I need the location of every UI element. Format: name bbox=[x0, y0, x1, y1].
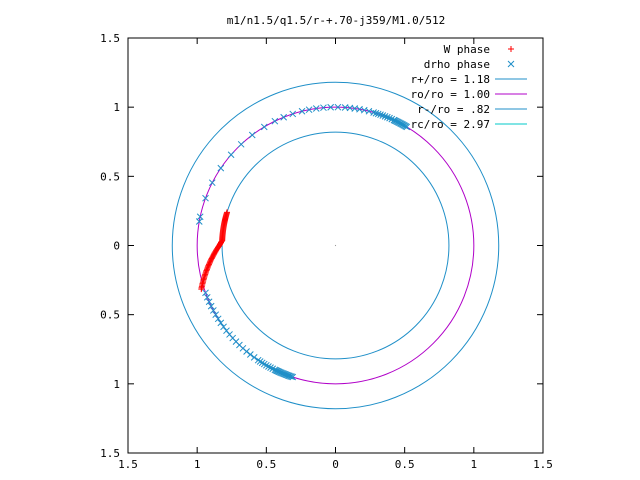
drho-phase-point bbox=[196, 213, 204, 221]
drho-phase-point bbox=[223, 327, 230, 335]
legend-label: W phase bbox=[444, 43, 490, 56]
origin-dot bbox=[334, 244, 337, 247]
drho-phase-point bbox=[207, 302, 215, 310]
drho-phase-point bbox=[214, 315, 222, 323]
drho-phase-point bbox=[227, 151, 235, 159]
drho-phase-point bbox=[202, 289, 209, 297]
drho-phase-point bbox=[205, 298, 213, 306]
legend-label: rc/ro = 2.97 bbox=[411, 118, 490, 131]
drho-phase-point bbox=[383, 113, 391, 121]
y-tick-label: 1.5 bbox=[100, 32, 120, 45]
legend-label: r+/ro = 1.18 bbox=[411, 73, 490, 86]
drho-phase-point bbox=[287, 372, 294, 380]
drho-phase-point bbox=[210, 307, 217, 314]
legend-label: r-/ro = .82 bbox=[417, 103, 490, 116]
legend-entry: ro/ro = 1.00 bbox=[411, 88, 527, 101]
x-tick-label: 1.5 bbox=[118, 458, 138, 471]
drho-phase-point bbox=[327, 103, 335, 111]
drho-phase-point bbox=[220, 323, 227, 331]
drho-phase-point bbox=[237, 140, 245, 148]
drho-phase-point bbox=[246, 351, 254, 358]
w-phase-point bbox=[224, 209, 231, 216]
drho-phase-point bbox=[250, 354, 258, 361]
legend-entry: W phase bbox=[444, 43, 514, 56]
drho-phase-point bbox=[305, 106, 313, 114]
drho-phase-point bbox=[217, 164, 225, 172]
reference-circle bbox=[171, 81, 500, 410]
drho-phase-point bbox=[298, 107, 306, 115]
drho-phase-point bbox=[288, 373, 295, 381]
y-tick-label: 1.5 bbox=[100, 447, 120, 460]
drho-phase-point bbox=[208, 179, 216, 187]
drho-phase-point bbox=[280, 113, 288, 121]
drho-phase-point bbox=[243, 348, 250, 355]
x-tick-label: 0.5 bbox=[395, 458, 415, 471]
y-tick-label: 0.5 bbox=[100, 170, 120, 183]
drho-phase-point bbox=[289, 373, 297, 381]
drho-phase-point bbox=[312, 105, 320, 112]
drho-phase-point bbox=[403, 123, 411, 131]
x-tick-label: 1 bbox=[194, 458, 201, 471]
drho-phase-point bbox=[320, 104, 327, 112]
x-tick-label: 0 bbox=[332, 458, 339, 471]
legend-entry: r+/ro = 1.18 bbox=[411, 73, 527, 86]
legend-entry: r-/ro = .82 bbox=[417, 103, 527, 116]
legend-label: drho phase bbox=[424, 58, 490, 71]
legend-entry: rc/ro = 2.97 bbox=[411, 118, 527, 131]
drho-phase-point bbox=[212, 311, 220, 319]
x-tick-label: 1 bbox=[471, 458, 478, 471]
drho-phase-point bbox=[377, 111, 384, 119]
y-tick-label: 1 bbox=[113, 378, 120, 391]
x-tick-label: 0.5 bbox=[256, 458, 276, 471]
drho-phase-point bbox=[269, 365, 277, 373]
drho-phase-point bbox=[379, 112, 387, 119]
drho-phase-point bbox=[381, 113, 389, 120]
chart-title: m1/n1.5/q1.5/r-+.70-j359/M1.0/512 bbox=[227, 14, 446, 27]
drho-phase-point bbox=[372, 109, 380, 117]
y-tick-label: 0 bbox=[113, 240, 120, 253]
legend-entry: drho phase bbox=[424, 58, 515, 71]
drho-phase-point bbox=[386, 114, 393, 122]
drho-phase-point bbox=[217, 319, 225, 327]
drho-phase-point bbox=[265, 363, 272, 370]
drho-phase-point bbox=[267, 364, 274, 371]
drho-phase-point bbox=[203, 293, 211, 301]
drho-phase-point bbox=[248, 131, 256, 139]
drho-phase-point bbox=[388, 115, 396, 123]
drho-phase-point bbox=[374, 110, 382, 118]
legend-label: ro/ro = 1.00 bbox=[411, 88, 490, 101]
reference-circle bbox=[196, 106, 475, 385]
drho-phase-point bbox=[202, 194, 209, 202]
drho-phase-point bbox=[334, 103, 342, 111]
drho-phase-point bbox=[260, 123, 268, 131]
drho-phase-point bbox=[271, 117, 279, 125]
y-tick-label: 1 bbox=[113, 101, 120, 114]
drho-phase-point bbox=[262, 361, 270, 369]
drho-phase-point bbox=[370, 109, 377, 116]
x-tick-label: 1.5 bbox=[533, 458, 553, 471]
y-tick-label: 0.5 bbox=[100, 309, 120, 322]
drho-phase-point bbox=[289, 110, 297, 118]
